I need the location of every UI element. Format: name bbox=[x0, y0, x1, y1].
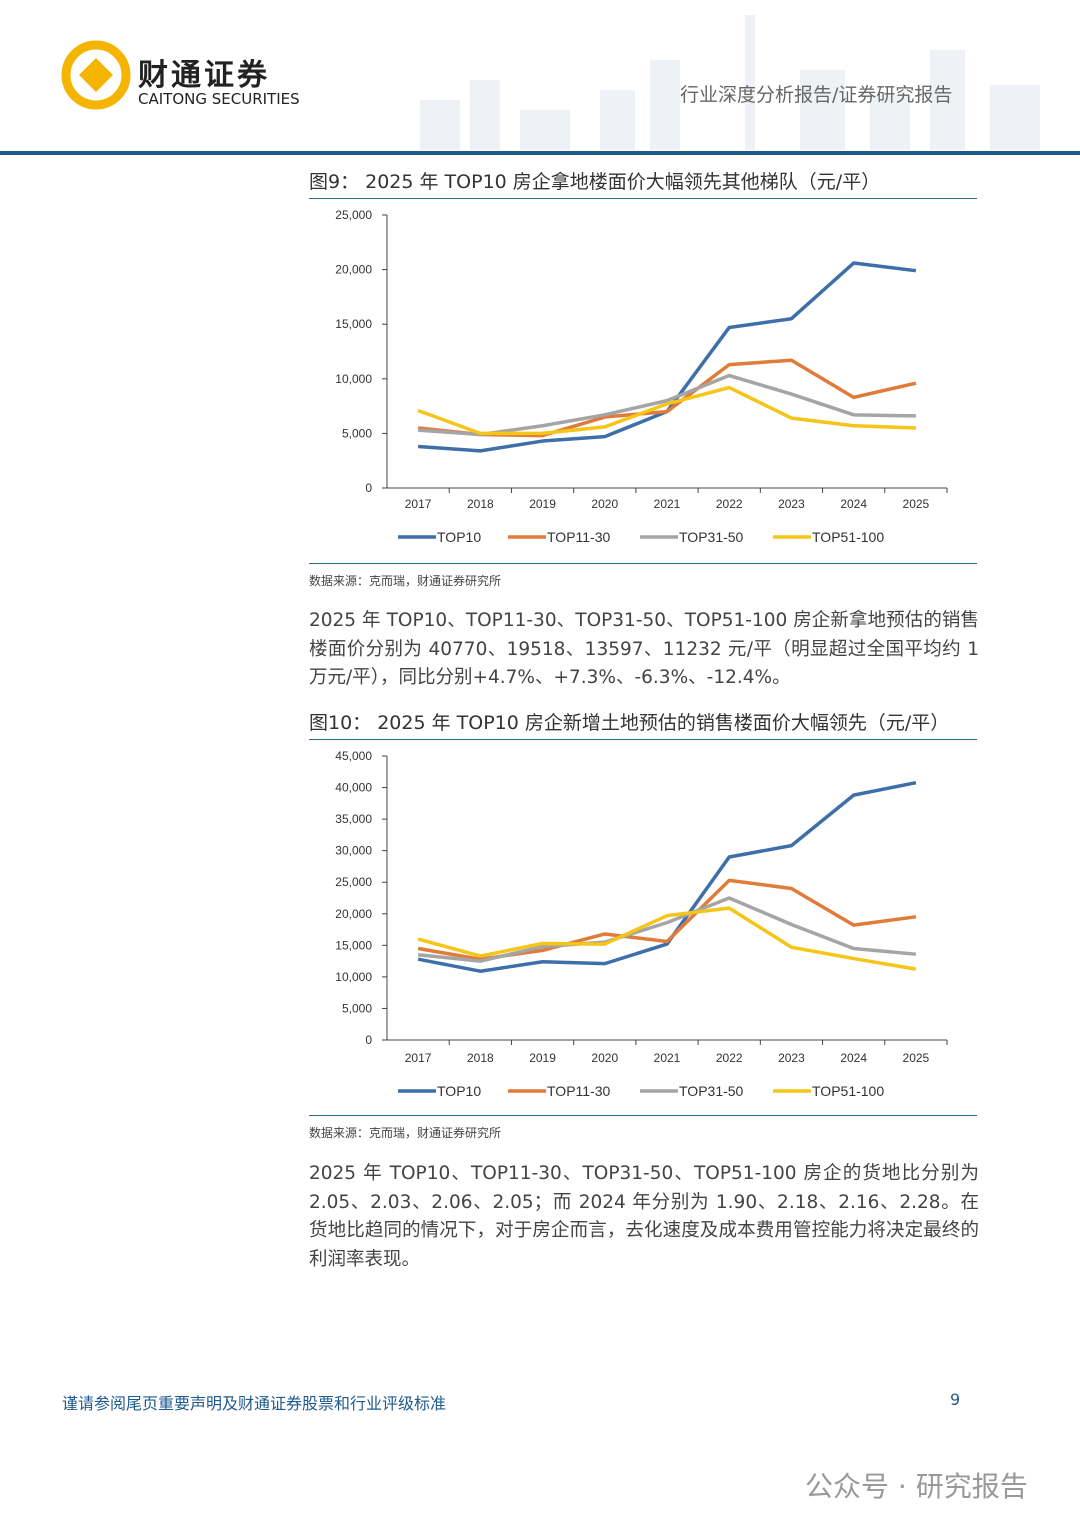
x-tick-label: 2024 bbox=[840, 1051, 867, 1065]
x-tick-label: 2021 bbox=[654, 1051, 681, 1065]
legend-label: TOP10 bbox=[437, 529, 481, 545]
legend-label: TOP51-100 bbox=[812, 1083, 884, 1099]
y-tick-label: 0 bbox=[365, 1033, 372, 1047]
header-rule bbox=[0, 151, 1080, 155]
chart-title: 图10： 2025 年 TOP10 房企新增土地预估的销售楼面价大幅领先（元/平… bbox=[309, 708, 977, 740]
footer-disclaimer: 谨请参阅尾页重要声明及财通证券股票和行业评级标准 bbox=[62, 1394, 447, 1413]
logo-en: CAITONG SECURITIES bbox=[138, 90, 300, 108]
x-tick-label: 2017 bbox=[405, 497, 432, 511]
report-type: 行业深度分析报告/证券研究报告 bbox=[680, 84, 953, 106]
x-tick-label: 2018 bbox=[467, 1051, 494, 1065]
legend-label: TOP31-50 bbox=[679, 1083, 744, 1099]
x-tick-label: 2022 bbox=[716, 1051, 743, 1065]
paragraph: 2025 年 TOP10、TOP11-30、TOP31-50、TOP51-100… bbox=[309, 1163, 979, 1270]
logo-cn: 财通证券 bbox=[138, 58, 270, 93]
chart-source: 数据来源：克而瑞，财通证券研究所 bbox=[309, 563, 977, 589]
x-tick-label: 2025 bbox=[903, 497, 930, 511]
legend-label: TOP10 bbox=[437, 1083, 481, 1099]
x-tick-label: 2019 bbox=[529, 497, 556, 511]
y-tick-label: 40,000 bbox=[335, 781, 372, 795]
x-tick-label: 2019 bbox=[529, 1051, 556, 1065]
series-line bbox=[417, 373, 916, 437]
chart: 0 5,000 10,000 15,000 20,000 25,000 30,000 35,0… bbox=[335, 749, 948, 1099]
chart: 0 5,000 10,000 15,000 20,000 25,000 2017 2018 20… bbox=[335, 208, 948, 545]
y-tick-label: 10,000 bbox=[335, 970, 372, 984]
x-tick-label: 2024 bbox=[840, 497, 867, 511]
y-tick-label: 30,000 bbox=[335, 844, 372, 858]
y-tick-label: 45,000 bbox=[335, 749, 372, 763]
y-tick-label: 35,000 bbox=[335, 812, 372, 826]
x-tick-label: 2020 bbox=[591, 1051, 618, 1065]
y-tick-label: 25,000 bbox=[335, 208, 372, 222]
series-line bbox=[417, 385, 916, 436]
legend-label: TOP31-50 bbox=[679, 529, 744, 545]
chart-source: 数据来源：克而瑞，财通证券研究所 bbox=[309, 1115, 977, 1141]
series-line bbox=[417, 906, 917, 971]
x-tick-label: 2025 bbox=[903, 1051, 930, 1065]
x-tick-label: 2021 bbox=[654, 497, 681, 511]
y-tick-label: 10,000 bbox=[335, 372, 372, 386]
x-tick-label: 2023 bbox=[778, 497, 805, 511]
y-tick-label: 5,000 bbox=[342, 426, 372, 440]
chart-title: 图9： 2025 年 TOP10 房企拿地楼面价大幅领先其他梯队（元/平） bbox=[309, 167, 977, 199]
legend-label: TOP11-30 bbox=[547, 529, 611, 545]
y-tick-label: 20,000 bbox=[335, 263, 372, 277]
legend-label: TOP51-100 bbox=[812, 529, 884, 545]
series-line bbox=[417, 896, 917, 963]
x-tick-label: 2018 bbox=[467, 497, 494, 511]
watermark: 公众号 · 研究报告 bbox=[805, 1470, 1028, 1503]
skyline bbox=[420, 15, 1040, 150]
y-tick-label: 25,000 bbox=[335, 875, 372, 889]
logo-ring bbox=[61, 40, 131, 110]
series-line bbox=[417, 780, 917, 973]
y-tick-label: 0 bbox=[365, 481, 372, 495]
logo-core bbox=[79, 58, 113, 92]
y-tick-label: 15,000 bbox=[335, 317, 372, 331]
paragraph: 2025 年 TOP10、TOP11-30、TOP31-50、TOP51-100… bbox=[309, 610, 979, 688]
y-tick-label: 20,000 bbox=[335, 907, 372, 921]
x-tick-label: 2017 bbox=[405, 1051, 432, 1065]
x-tick-label: 2022 bbox=[716, 497, 743, 511]
legend-label: TOP11-30 bbox=[547, 1083, 611, 1099]
y-tick-label: 15,000 bbox=[335, 938, 372, 952]
header-graphics bbox=[0, 15, 1080, 155]
page-number: 9 bbox=[950, 1390, 961, 1409]
series-line bbox=[417, 878, 917, 961]
x-tick-label: 2023 bbox=[778, 1051, 805, 1065]
x-tick-label: 2020 bbox=[591, 497, 618, 511]
y-tick-label: 5,000 bbox=[342, 1001, 372, 1015]
